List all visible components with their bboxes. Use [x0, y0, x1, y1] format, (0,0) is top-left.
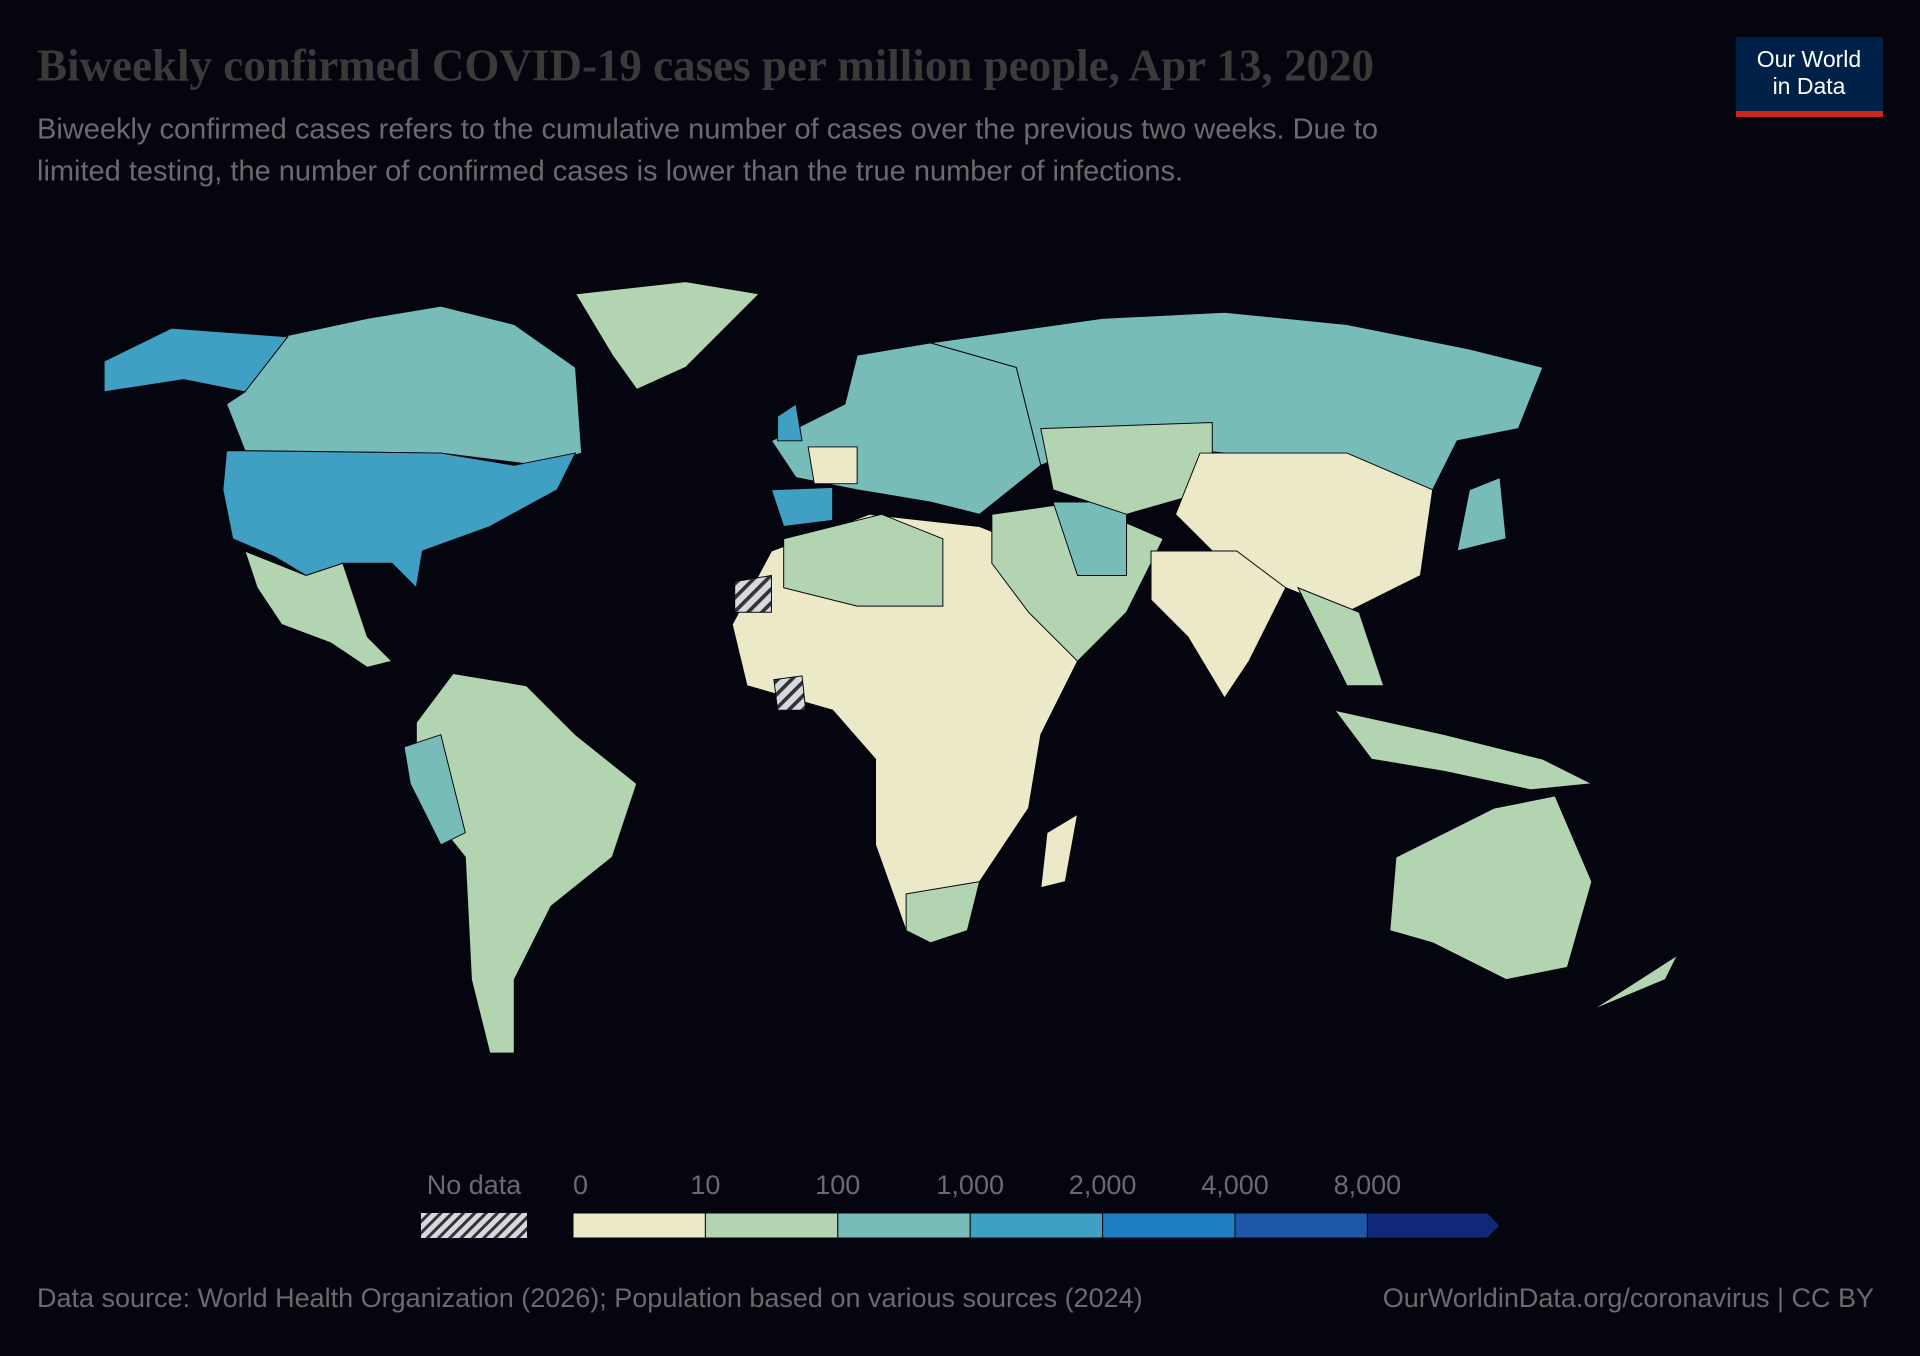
- central-america: [244, 550, 393, 668]
- no-data-region: [734, 574, 772, 613]
- central-asia: [1040, 421, 1213, 515]
- legend: 0 10 100 1,000 2,000 4,000 8,000: [572, 1170, 1501, 1239]
- south-america: [415, 672, 638, 1054]
- legend-tick-label: 4,000: [1201, 1170, 1269, 1200]
- logo[interactable]: Our World in Data: [1736, 37, 1883, 117]
- canada: [225, 305, 583, 466]
- southeast-asia: [1296, 586, 1385, 687]
- logo-box: [1736, 37, 1883, 111]
- usa: [222, 450, 577, 589]
- australia: [1389, 795, 1593, 981]
- logo-text: in Data: [1773, 73, 1846, 99]
- legend-tick-label: 1,000: [936, 1170, 1004, 1200]
- link[interactable]: OurWorldinData.org/coronavirus | CC BY: [1383, 1283, 1874, 1313]
- legend-swatch: [1102, 1212, 1236, 1239]
- new-zealand: [1591, 953, 1679, 1011]
- subtitle: limited testing, the number of confirmed…: [37, 156, 1183, 188]
- legend-swatch: [1234, 1212, 1368, 1239]
- logo-bar: [1736, 111, 1883, 117]
- alaska: [103, 327, 289, 393]
- no-data-swatch: [421, 1213, 527, 1238]
- legend-swatch: [837, 1212, 971, 1239]
- world-map: [103, 281, 1679, 1054]
- legend-swatch: [969, 1212, 1104, 1239]
- peru: [403, 734, 466, 846]
- legend-tick-label: 2,000: [1069, 1170, 1137, 1200]
- legend-tick-label: 100: [815, 1170, 860, 1200]
- legend-swatch: [1366, 1212, 1501, 1239]
- france: [807, 446, 858, 485]
- uk: [777, 403, 803, 442]
- south-africa: [905, 881, 981, 944]
- legend-swatch: [704, 1212, 839, 1239]
- no-data-label: No data: [427, 1170, 523, 1200]
- indonesia: [1333, 709, 1594, 791]
- japan: [1456, 476, 1507, 552]
- subtitle: Biweekly confirmed cases refers to the c…: [37, 114, 1378, 146]
- logo-text: Our World: [1757, 46, 1861, 72]
- legend-swatch: [572, 1212, 706, 1239]
- greenland: [574, 281, 761, 391]
- legend-tick-label: 0: [573, 1170, 588, 1200]
- title: Biweekly confirmed COVID-19 cases per mi…: [37, 40, 1374, 90]
- legend-tick-label: 10: [690, 1170, 720, 1200]
- madagascar: [1040, 813, 1079, 889]
- spain: [770, 486, 834, 528]
- north-africa: [783, 513, 944, 607]
- source: Data source: World Health Organization (…: [37, 1283, 1143, 1313]
- india: [1150, 550, 1287, 699]
- no-data-region: [773, 675, 807, 711]
- legend-tick-label: 8,000: [1334, 1170, 1402, 1200]
